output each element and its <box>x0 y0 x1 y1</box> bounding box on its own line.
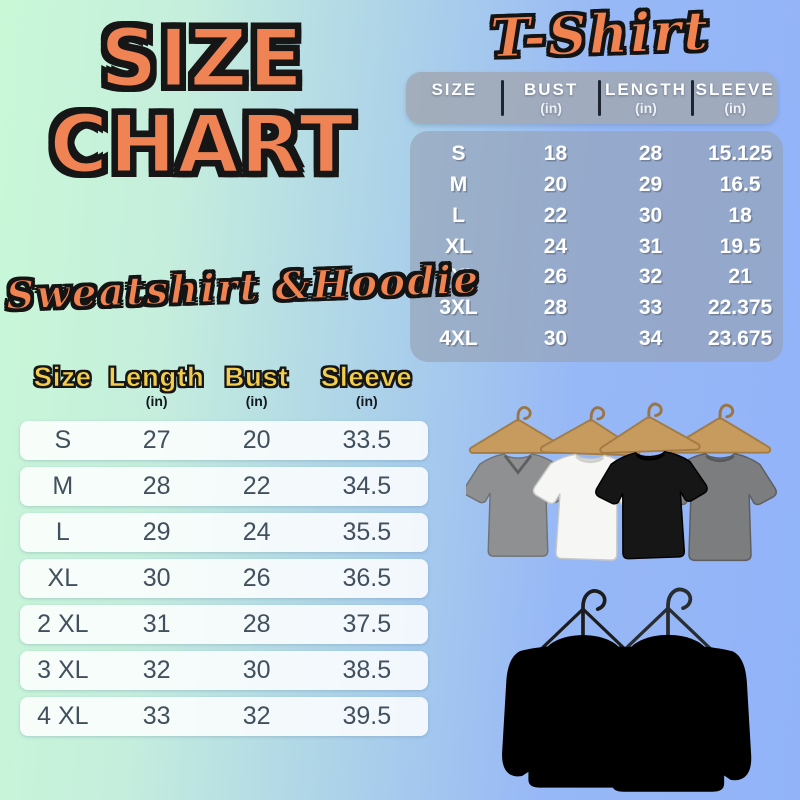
table-row: XL 24 31 19.5 <box>445 234 761 258</box>
sweatshirt-col-sleeve: Sleeve (in) <box>320 362 413 409</box>
table-row: M 28 22 34.5 <box>20 467 428 506</box>
sweatshirt-col-size: Size <box>33 362 92 393</box>
table-row: 3XL 28 33 22.375 <box>439 296 773 320</box>
table-row: S 27 20 33.5 <box>20 421 428 460</box>
column-divider <box>690 80 694 116</box>
tshirt-black <box>593 401 711 561</box>
tshirt-white <box>530 404 646 562</box>
table-row: 2 XL 31 28 37.5 <box>20 605 428 644</box>
tshirt-col-length: LENGTH (in) <box>604 80 687 116</box>
sweatshirt-col-length: Length (in) <box>108 362 205 409</box>
page-title-line2: CHART <box>48 98 355 191</box>
table-row: XL 30 26 36.5 <box>20 559 428 598</box>
table-row: L 29 24 35.5 <box>20 513 428 552</box>
tshirt-table-header: SIZE BUST (in) LENGTH (in) SLEEVE (in) <box>406 72 778 124</box>
sweatshirt-col-bust: Bust (in) <box>224 362 289 409</box>
table-row: L 22 30 18 <box>452 203 752 227</box>
table-row: M 20 29 16.5 <box>449 172 761 196</box>
sweatshirt-section-title: Sweatshirt &Hoodie <box>5 256 482 320</box>
table-row: 4XL 30 34 23.675 <box>439 327 773 351</box>
column-divider <box>597 80 601 116</box>
sweatshirt-table-header: Size Length (in) Bust (in) Sleeve (in) <box>20 362 428 410</box>
table-row: 4 XL 33 32 39.5 <box>20 697 428 736</box>
tshirts-photo <box>466 401 777 562</box>
table-row: 2XL 26 32 21 <box>439 265 752 289</box>
tshirt-col-size: SIZE <box>431 80 478 99</box>
column-divider <box>500 80 504 116</box>
tshirt-section-title: T-Shirt <box>488 0 711 71</box>
hoodies-photo: g[data-name="hoodie-black"] .hd-body{fil… <box>502 587 752 792</box>
sweatshirt-table-body: S 27 20 33.5 M 28 22 34.5 L 29 24 35.5 X… <box>20 421 428 736</box>
tshirt-grey-vneck <box>466 406 573 557</box>
hoodie-white <box>584 587 752 792</box>
page-title: SIZE CHART <box>28 12 376 191</box>
page-title-line1: SIZE <box>98 12 305 105</box>
tshirt-darkgrey <box>663 403 777 562</box>
table-row: 3 XL 32 30 38.5 <box>20 651 428 690</box>
tshirt-col-bust: BUST (in) <box>523 80 579 116</box>
tshirt-col-sleeve: SLEEVE (in) <box>695 80 775 116</box>
table-row: S 18 28 15.125 <box>451 141 773 165</box>
tshirt-table-body: S 18 28 15.125 M 20 29 16.5 L 22 30 18 X… <box>410 131 783 362</box>
